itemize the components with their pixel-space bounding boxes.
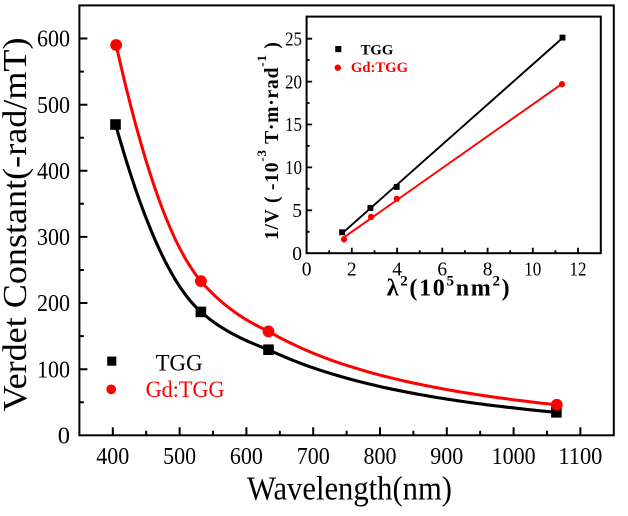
- svg-text:6: 6: [437, 259, 447, 280]
- svg-text:25: 25: [285, 29, 302, 50]
- svg-text:600: 600: [230, 443, 263, 470]
- svg-text:20: 20: [285, 72, 302, 93]
- svg-text:4: 4: [392, 259, 402, 280]
- svg-text:Wavelength(nm): Wavelength(nm): [247, 471, 452, 508]
- svg-text:2: 2: [347, 259, 357, 280]
- svg-text:5: 5: [292, 201, 302, 222]
- svg-text:400: 400: [96, 443, 129, 470]
- svg-text:0: 0: [292, 244, 302, 265]
- svg-text:100: 100: [37, 356, 70, 383]
- svg-text:900: 900: [430, 443, 463, 470]
- svg-text:12: 12: [570, 259, 587, 280]
- svg-text:500: 500: [37, 92, 70, 119]
- svg-text:15: 15: [285, 115, 302, 136]
- svg-text:200: 200: [37, 290, 70, 317]
- svg-text:10: 10: [285, 158, 302, 179]
- svg-text:600: 600: [37, 26, 70, 53]
- svg-text:700: 700: [297, 443, 330, 470]
- svg-text:800: 800: [364, 443, 397, 470]
- svg-text:8: 8: [483, 259, 493, 280]
- svg-text:TGG: TGG: [156, 351, 203, 376]
- svg-text:1000: 1000: [492, 443, 536, 470]
- svg-text:10: 10: [524, 259, 541, 280]
- svg-text:Gd:TGG: Gd:TGG: [351, 60, 409, 76]
- svg-text:Verdet Constant(-rad/mT): Verdet Constant(-rad/mT): [0, 38, 34, 412]
- svg-text:λ2(105nm2): λ2(105nm2): [387, 273, 512, 301]
- svg-text:1/V ( -10-3 T·m·rad-1 ): 1/V ( -10-3 T·m·rad-1 ): [254, 41, 283, 240]
- svg-text:1100: 1100: [558, 443, 602, 470]
- svg-text:0: 0: [302, 259, 312, 280]
- svg-text:0: 0: [58, 422, 70, 449]
- svg-text:400: 400: [37, 158, 70, 185]
- svg-text:Gd:TGG: Gd:TGG: [146, 377, 225, 402]
- svg-text:300: 300: [37, 224, 70, 251]
- svg-text:500: 500: [163, 443, 196, 470]
- svg-text:TGG: TGG: [361, 42, 394, 58]
